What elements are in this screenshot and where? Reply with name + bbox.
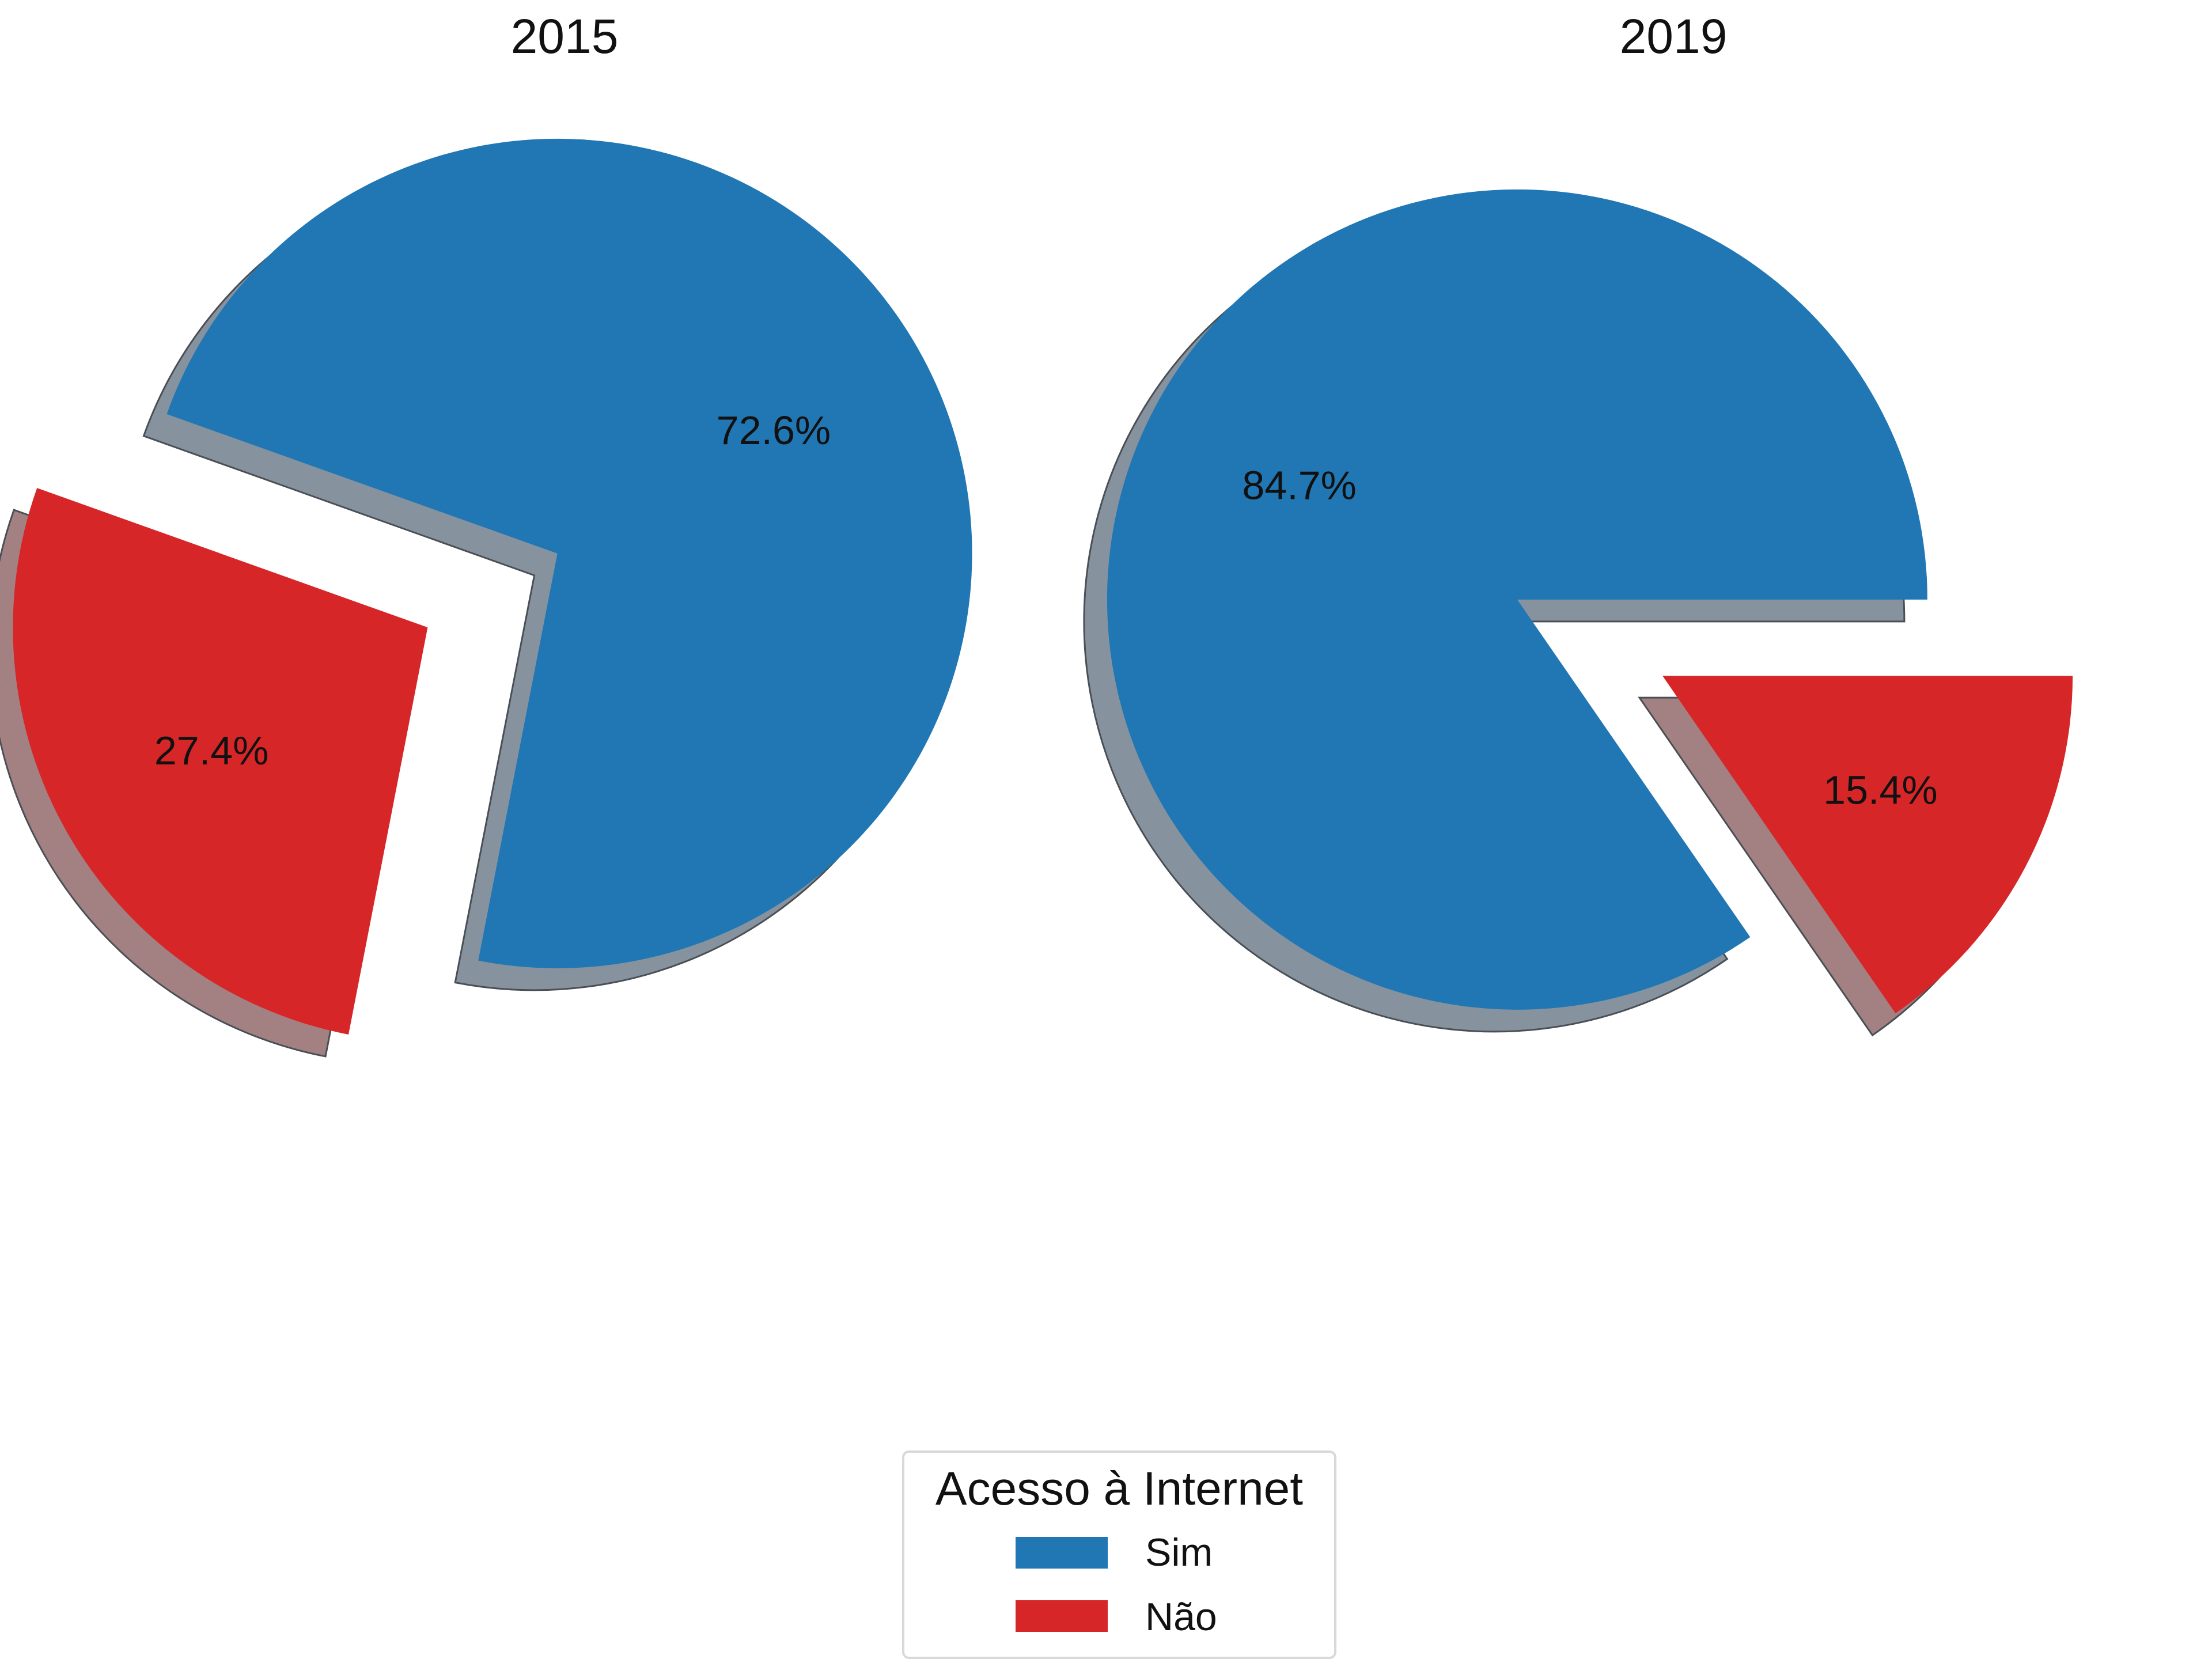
legend-swatch-nao xyxy=(1016,1600,1108,1632)
pie-slices xyxy=(1107,189,2073,1014)
pie-slice-nao xyxy=(1662,676,2073,1014)
pie-slice-nao xyxy=(13,488,428,1035)
legend-title: Acesso à Internet xyxy=(935,1463,1303,1515)
chart-title-2019: 2019 xyxy=(1620,9,1728,63)
pie-slice-label-nao: 27.4% xyxy=(154,728,268,773)
pie-slices xyxy=(13,138,972,1035)
pie-labels: 72.6% 27.4% xyxy=(154,408,831,773)
pie-labels: 84.7% 15.4% xyxy=(1242,463,1937,812)
pie-slice-label-sim: 72.6% xyxy=(717,408,831,453)
pie-2019: 84.7% 15.4% xyxy=(1083,189,2073,1037)
legend-swatch-sim xyxy=(1016,1537,1108,1569)
chart-title-2015: 2015 xyxy=(511,9,619,63)
legend-frame xyxy=(902,1450,1336,1659)
pie-slice-label-sim: 84.7% xyxy=(1242,463,1356,507)
pie-slice-sim xyxy=(166,138,972,968)
pie-slice-sim xyxy=(1107,189,1927,1010)
legend-label-sim: Sim xyxy=(1145,1531,1213,1574)
legend: Acesso à Internet Sim Não xyxy=(902,1450,1336,1659)
pie-2015: 72.6% 27.4% xyxy=(0,138,972,1058)
legend-label-nao: Não xyxy=(1145,1595,1217,1639)
pie-slice-label-nao: 15.4% xyxy=(1823,768,1937,813)
